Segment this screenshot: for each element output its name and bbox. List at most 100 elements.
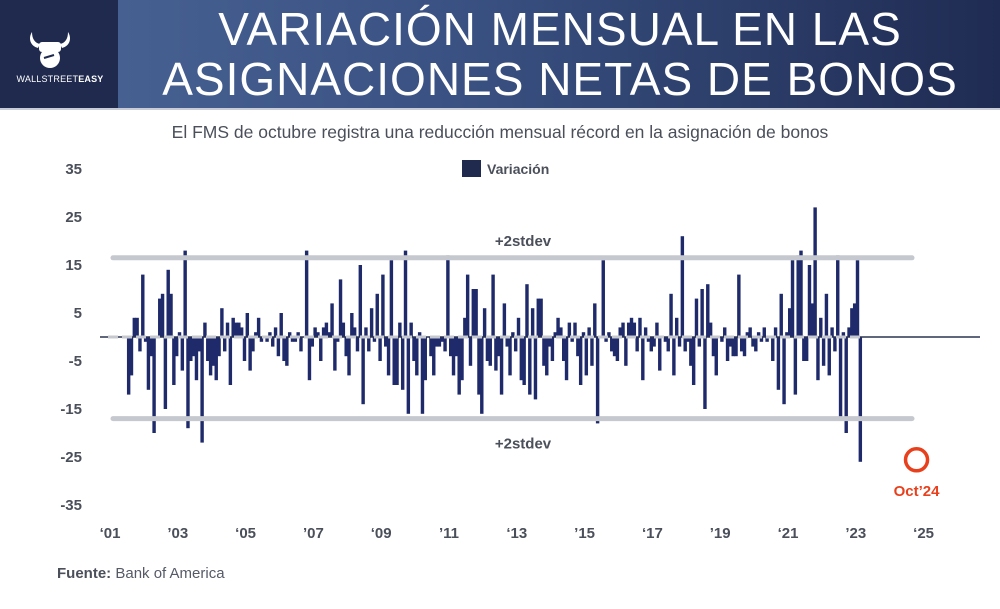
bar xyxy=(406,337,411,414)
bar xyxy=(686,337,690,342)
y-tick-label: 5 xyxy=(74,305,82,322)
bar xyxy=(423,337,427,381)
bar xyxy=(612,337,617,357)
y-tick-label: 15 xyxy=(65,257,82,274)
bar xyxy=(307,337,312,381)
bar xyxy=(505,337,509,347)
bar xyxy=(553,332,557,337)
bar xyxy=(643,327,648,337)
bar xyxy=(547,337,552,347)
bar xyxy=(601,260,605,337)
bar xyxy=(720,337,724,342)
bar xyxy=(237,322,241,337)
y-tick-label: -5 xyxy=(69,353,82,370)
bar xyxy=(375,293,379,337)
y-tick-label: 35 xyxy=(65,161,82,178)
bar xyxy=(516,317,521,337)
chart-subtitle: El FMS de octubre registra una reducción… xyxy=(171,122,829,142)
bar xyxy=(211,337,216,366)
bar xyxy=(169,293,173,337)
bar xyxy=(333,337,337,371)
bar xyxy=(595,337,600,424)
bar xyxy=(358,265,363,337)
bar xyxy=(135,317,139,337)
bar xyxy=(166,269,170,337)
bar xyxy=(152,337,156,433)
bar xyxy=(819,317,823,337)
bar xyxy=(751,337,755,347)
bar xyxy=(174,337,179,357)
bar xyxy=(273,327,278,337)
bar xyxy=(488,337,492,366)
bar xyxy=(675,317,679,337)
bar xyxy=(680,236,685,337)
bar xyxy=(336,337,340,342)
bar xyxy=(290,337,295,342)
bar xyxy=(352,327,357,337)
bar xyxy=(437,337,442,347)
bar xyxy=(234,322,238,337)
bar xyxy=(581,332,586,337)
bar xyxy=(321,327,326,337)
bar xyxy=(691,337,696,385)
bar xyxy=(497,337,501,357)
bar xyxy=(158,298,162,337)
y-tick-label: -15 xyxy=(60,401,82,418)
x-tick-label: ’15 xyxy=(574,525,595,542)
bars xyxy=(126,207,863,462)
bar xyxy=(821,337,826,366)
bar xyxy=(587,327,591,337)
bar xyxy=(350,313,354,337)
bar xyxy=(567,322,572,337)
page-title: VARIACIÓN MENSUAL EN LAS ASIGNACIONES NE… xyxy=(120,4,1000,104)
bar xyxy=(773,327,778,337)
bar xyxy=(485,337,490,361)
bar xyxy=(833,337,837,352)
bar xyxy=(703,337,707,409)
bar xyxy=(310,337,314,347)
bar xyxy=(804,337,809,361)
bar xyxy=(474,289,478,337)
bar xyxy=(338,279,343,337)
bar xyxy=(197,337,201,352)
bar xyxy=(189,337,193,361)
source-note: Fuente: Bank of America xyxy=(57,565,225,582)
bar xyxy=(607,332,611,337)
bar xyxy=(683,337,687,352)
bar xyxy=(460,337,464,381)
bar xyxy=(827,337,831,376)
bar xyxy=(813,207,817,337)
bar xyxy=(304,250,309,337)
bar xyxy=(844,337,848,433)
bar xyxy=(533,337,538,400)
bar xyxy=(663,337,668,342)
annotations: Oct’24 xyxy=(894,447,940,500)
bar xyxy=(508,337,512,376)
bar xyxy=(830,327,834,337)
bar xyxy=(129,337,134,376)
bar xyxy=(149,337,153,357)
bar xyxy=(477,337,481,395)
x-tick-label: ‘13 xyxy=(506,525,527,542)
stdev-label: +2stdev xyxy=(495,233,552,250)
chart-legend: Variación xyxy=(462,160,549,177)
bar xyxy=(203,322,207,337)
bar xyxy=(482,308,487,337)
header-divider xyxy=(0,108,1000,110)
bar xyxy=(536,298,540,337)
bar xyxy=(254,332,258,337)
bar xyxy=(180,337,185,371)
bar xyxy=(649,337,653,352)
bar xyxy=(513,337,518,352)
bar xyxy=(160,293,165,337)
y-axis-ticks: 35 25 15 5 -5 -15 -25 -35 xyxy=(60,161,82,514)
bar xyxy=(138,337,142,352)
bar xyxy=(367,337,371,352)
x-tick-label: ’19 xyxy=(710,525,731,542)
bar xyxy=(194,337,199,381)
bar xyxy=(790,260,795,337)
bar xyxy=(652,337,656,347)
bar xyxy=(364,327,368,337)
bar xyxy=(655,322,659,337)
bar xyxy=(217,337,221,357)
